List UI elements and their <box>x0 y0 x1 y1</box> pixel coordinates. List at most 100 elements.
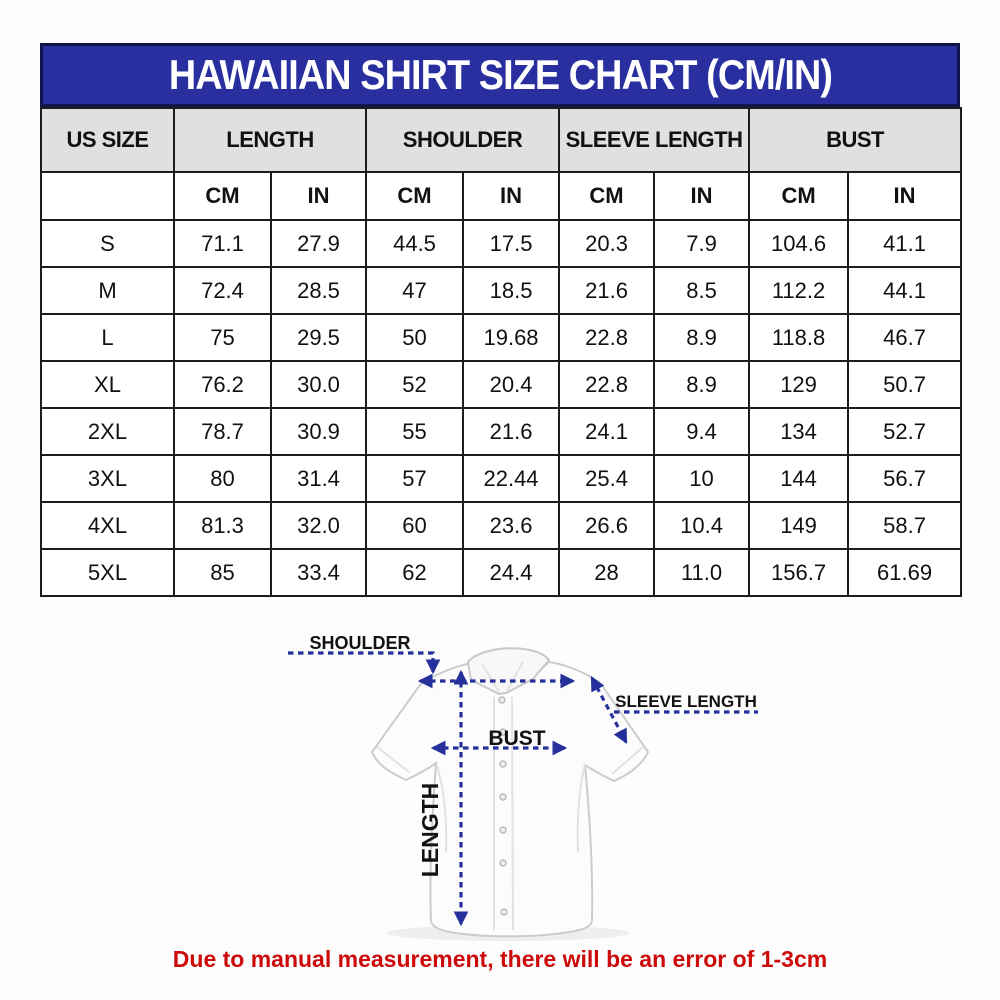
unit-header-bust-in: IN <box>847 171 963 221</box>
placket-line <box>493 696 514 931</box>
unit-header-sleeve-cm: CM <box>558 171 656 221</box>
size-chart: HAWAIIAN SHIRT SIZE CHART (CM/IN) US SIZ… <box>40 43 963 597</box>
bust-in-cell: 41.1 <box>847 219 963 268</box>
shoulder-in-cell: 23.6 <box>462 501 561 550</box>
sleeve-cm-cell: 22.8 <box>558 313 656 362</box>
unit-header-bust-cm: CM <box>748 171 850 221</box>
size-cell: 5XL <box>40 548 175 597</box>
group-header-row: US SIZE LENGTH SHOULDER SLEEVE LENGTH BU… <box>40 107 963 173</box>
shoulder-cm-cell: 55 <box>365 407 465 456</box>
bust-cm-cell: 118.8 <box>748 313 850 362</box>
chart-title: HAWAIIAN SHIRT SIZE CHART (CM/IN) <box>168 51 832 98</box>
sleeve-in-cell: 10.4 <box>653 501 751 550</box>
size-cell: 3XL <box>40 454 175 503</box>
torso-crease-left <box>436 765 448 853</box>
length-in-cell: 32.0 <box>269 501 368 550</box>
length-cm-cell: 72.4 <box>173 266 272 315</box>
chart-title-bar: HAWAIIAN SHIRT SIZE CHART (CM/IN) <box>40 43 960 107</box>
sleeve-in-cell: 9.4 <box>653 407 751 456</box>
bust-in-cell: 61.69 <box>847 548 963 597</box>
unit-header-row: CM IN CM IN CM IN CM IN <box>40 171 963 221</box>
bust-in-cell: 46.7 <box>847 313 963 362</box>
size-cell: M <box>40 266 175 315</box>
shoulder-in-cell: 22.44 <box>462 454 561 503</box>
size-cell: XL <box>40 360 175 409</box>
col-header-length: LENGTH <box>172 107 368 173</box>
sleeve-in-cell: 7.9 <box>653 219 751 268</box>
table-row-l: L 75 29.5 50 19.68 22.8 8.9 118.8 46.7 <box>40 313 963 362</box>
table-row-m: M 72.4 28.5 47 18.5 21.6 8.5 112.2 44.1 <box>40 266 963 315</box>
table-row-2xl: 2XL 78.7 30.9 55 21.6 24.1 9.4 134 52.7 <box>40 407 963 456</box>
length-in-cell: 30.0 <box>269 360 368 409</box>
unit-header-shoulder-in: IN <box>462 171 561 221</box>
table-row-4xl: 4XL 81.3 32.0 60 23.6 26.6 10.4 149 58.7 <box>40 501 963 550</box>
bust-cm-cell: 149 <box>748 501 850 550</box>
table-row-3xl: 3XL 80 31.4 57 22.44 25.4 10 144 56.7 <box>40 454 963 503</box>
sleeve-cm-cell: 20.3 <box>558 219 656 268</box>
shirt-body <box>370 660 650 938</box>
size-cell: S <box>40 219 175 268</box>
shoulder-cm-cell: 62 <box>365 548 465 597</box>
shoulder-label: SHOULDER <box>309 633 410 653</box>
shoulder-in-cell: 24.4 <box>462 548 561 597</box>
length-in-cell: 29.5 <box>269 313 368 362</box>
length-cm-cell: 71.1 <box>173 219 272 268</box>
shirt-illustration <box>370 647 650 941</box>
bust-cm-cell: 134 <box>748 407 850 456</box>
bust-cm-cell: 129 <box>748 360 850 409</box>
shoulder-cm-cell: 47 <box>365 266 465 315</box>
unit-header-empty <box>40 171 175 221</box>
shoulder-cm-cell: 52 <box>365 360 465 409</box>
length-cm-cell: 80 <box>173 454 272 503</box>
sleeve-cm-cell: 28 <box>558 548 656 597</box>
torso-crease-right <box>576 763 586 853</box>
shoulder-cm-cell: 57 <box>365 454 465 503</box>
shoulder-in-cell: 18.5 <box>462 266 561 315</box>
sleeve-in-cell: 8.5 <box>653 266 751 315</box>
length-in-cell: 28.5 <box>269 266 368 315</box>
sleeve-in-cell: 8.9 <box>653 313 751 362</box>
sleeve-hem-right <box>611 746 644 775</box>
sleeve-length-measure-arrow <box>590 676 628 744</box>
unit-header-sleeve-in: IN <box>653 171 751 221</box>
sleeve-cm-cell: 26.6 <box>558 501 656 550</box>
length-label: LENGTH <box>417 783 443 878</box>
col-header-shoulder: SHOULDER <box>365 107 561 173</box>
shirt-buttons <box>498 696 508 916</box>
size-cell: 2XL <box>40 407 175 456</box>
shoulder-in-cell: 19.68 <box>462 313 561 362</box>
length-in-cell: 27.9 <box>269 219 368 268</box>
bust-cm-cell: 144 <box>748 454 850 503</box>
shoulder-cm-cell: 44.5 <box>365 219 465 268</box>
length-cm-cell: 85 <box>173 548 272 597</box>
bust-in-cell: 50.7 <box>847 360 963 409</box>
bust-cm-cell: 156.7 <box>748 548 850 597</box>
shoulder-in-cell: 21.6 <box>462 407 561 456</box>
col-header-sleeve-length: SLEEVE LENGTH <box>558 107 751 173</box>
length-cm-cell: 76.2 <box>173 360 272 409</box>
table-row-xl: XL 76.2 30.0 52 20.4 22.8 8.9 129 50.7 <box>40 360 963 409</box>
sleeve-cm-cell: 21.6 <box>558 266 656 315</box>
length-in-cell: 31.4 <box>269 454 368 503</box>
bust-cm-cell: 104.6 <box>748 219 850 268</box>
size-cell: L <box>40 313 175 362</box>
length-in-cell: 33.4 <box>269 548 368 597</box>
bust-in-cell: 52.7 <box>847 407 963 456</box>
shoulder-pointer-line <box>288 651 441 675</box>
shoulder-cm-cell: 60 <box>365 501 465 550</box>
col-header-bust: BUST <box>748 107 963 173</box>
sleeve-cm-cell: 25.4 <box>558 454 656 503</box>
sleeve-hem-left <box>376 746 410 773</box>
unit-header-length-cm: CM <box>173 171 272 221</box>
length-cm-cell: 75 <box>173 313 272 362</box>
shoulder-cm-cell: 50 <box>365 313 465 362</box>
sleeve-in-cell: 11.0 <box>653 548 751 597</box>
shoulder-in-cell: 20.4 <box>462 360 561 409</box>
bust-in-cell: 56.7 <box>847 454 963 503</box>
size-table: US SIZE LENGTH SHOULDER SLEEVE LENGTH BU… <box>40 107 963 597</box>
measurement-diagram: SHOULDER SLEEVE LENGTH BUST LENGTH <box>288 633 758 941</box>
unit-header-shoulder-cm: CM <box>365 171 465 221</box>
bust-in-cell: 58.7 <box>847 501 963 550</box>
unit-header-length-in: IN <box>269 171 368 221</box>
sleeve-cm-cell: 22.8 <box>558 360 656 409</box>
